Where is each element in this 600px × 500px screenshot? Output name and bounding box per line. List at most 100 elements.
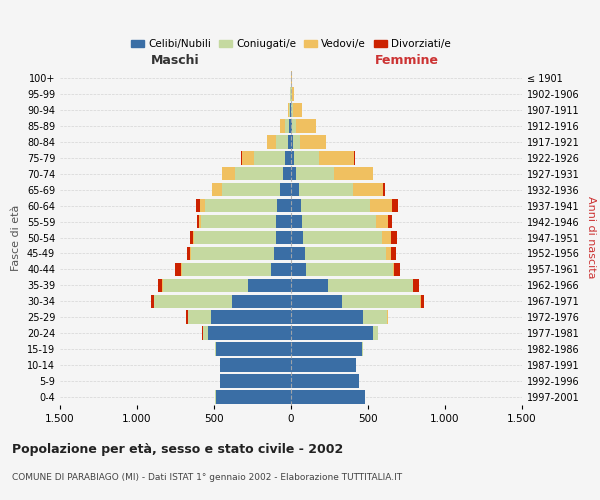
Bar [291,390,365,404]
Bar [154,294,291,308]
Bar [291,135,326,148]
Bar [291,119,296,132]
Bar [291,183,383,196]
Bar [271,262,291,276]
Bar [187,246,291,260]
Bar [201,215,291,228]
Bar [291,103,302,117]
Bar [163,278,291,292]
Bar [248,278,291,292]
Bar [291,119,316,132]
Bar [291,87,294,101]
Bar [203,326,291,340]
Bar [291,230,304,244]
Bar [222,167,291,180]
Text: Maschi: Maschi [151,54,200,67]
Bar [285,151,291,164]
Bar [291,215,376,228]
Y-axis label: Anni di nascita: Anni di nascita [586,196,596,279]
Bar [211,310,291,324]
Bar [291,390,365,404]
Bar [291,199,301,212]
Bar [288,135,291,148]
Bar [291,183,353,196]
Bar [291,326,379,340]
Bar [291,151,354,164]
Bar [291,246,396,260]
Bar [291,215,392,228]
Bar [291,246,305,260]
Bar [158,278,291,292]
Y-axis label: Fasce di età: Fasce di età [11,204,21,270]
Bar [291,310,388,324]
Bar [291,103,293,117]
Bar [215,390,291,404]
Bar [212,183,291,196]
Bar [291,374,359,388]
Bar [291,374,359,388]
Bar [212,183,291,196]
Bar [215,390,291,404]
Bar [291,374,359,388]
Bar [220,358,291,372]
Bar [291,310,388,324]
Bar [280,119,291,132]
Bar [235,167,291,180]
Bar [289,103,291,117]
Bar [291,230,382,244]
Bar [291,342,362,356]
Bar [291,151,294,164]
Bar [288,103,291,117]
Bar [291,135,293,148]
Bar [291,310,364,324]
Text: Femmine: Femmine [374,54,439,67]
Bar [242,151,291,164]
Bar [291,119,292,132]
Bar [291,167,296,180]
Bar [220,358,291,372]
Bar [291,278,413,292]
Bar [291,151,319,164]
Bar [291,358,356,372]
Bar [291,183,299,196]
Bar [291,151,355,164]
Bar [291,135,300,148]
Bar [280,183,291,196]
Bar [181,262,291,276]
Bar [291,215,302,228]
Bar [291,342,362,356]
Bar [151,294,291,308]
Bar [291,342,362,356]
Bar [277,199,291,212]
Bar [291,199,392,212]
Bar [285,119,291,132]
Bar [291,342,362,356]
Bar [291,358,356,372]
Bar [291,135,326,148]
Bar [205,199,291,212]
Legend: Celibi/Nubili, Coniugati/e, Vedovi/e, Divorziati/e: Celibi/Nubili, Coniugati/e, Vedovi/e, Di… [127,35,455,54]
Bar [215,342,291,356]
Bar [175,262,291,276]
Bar [220,374,291,388]
Bar [274,246,291,260]
Bar [220,358,291,372]
Bar [291,358,356,372]
Bar [220,374,291,388]
Bar [220,358,291,372]
Bar [291,246,386,260]
Bar [208,326,291,340]
Bar [190,230,291,244]
Bar [215,342,291,356]
Bar [220,374,291,388]
Bar [267,135,291,148]
Bar [215,390,291,404]
Bar [194,230,291,244]
Bar [182,262,291,276]
Bar [277,135,291,148]
Bar [267,135,291,148]
Bar [291,215,388,228]
Bar [291,71,292,85]
Bar [291,294,342,308]
Bar [291,199,398,212]
